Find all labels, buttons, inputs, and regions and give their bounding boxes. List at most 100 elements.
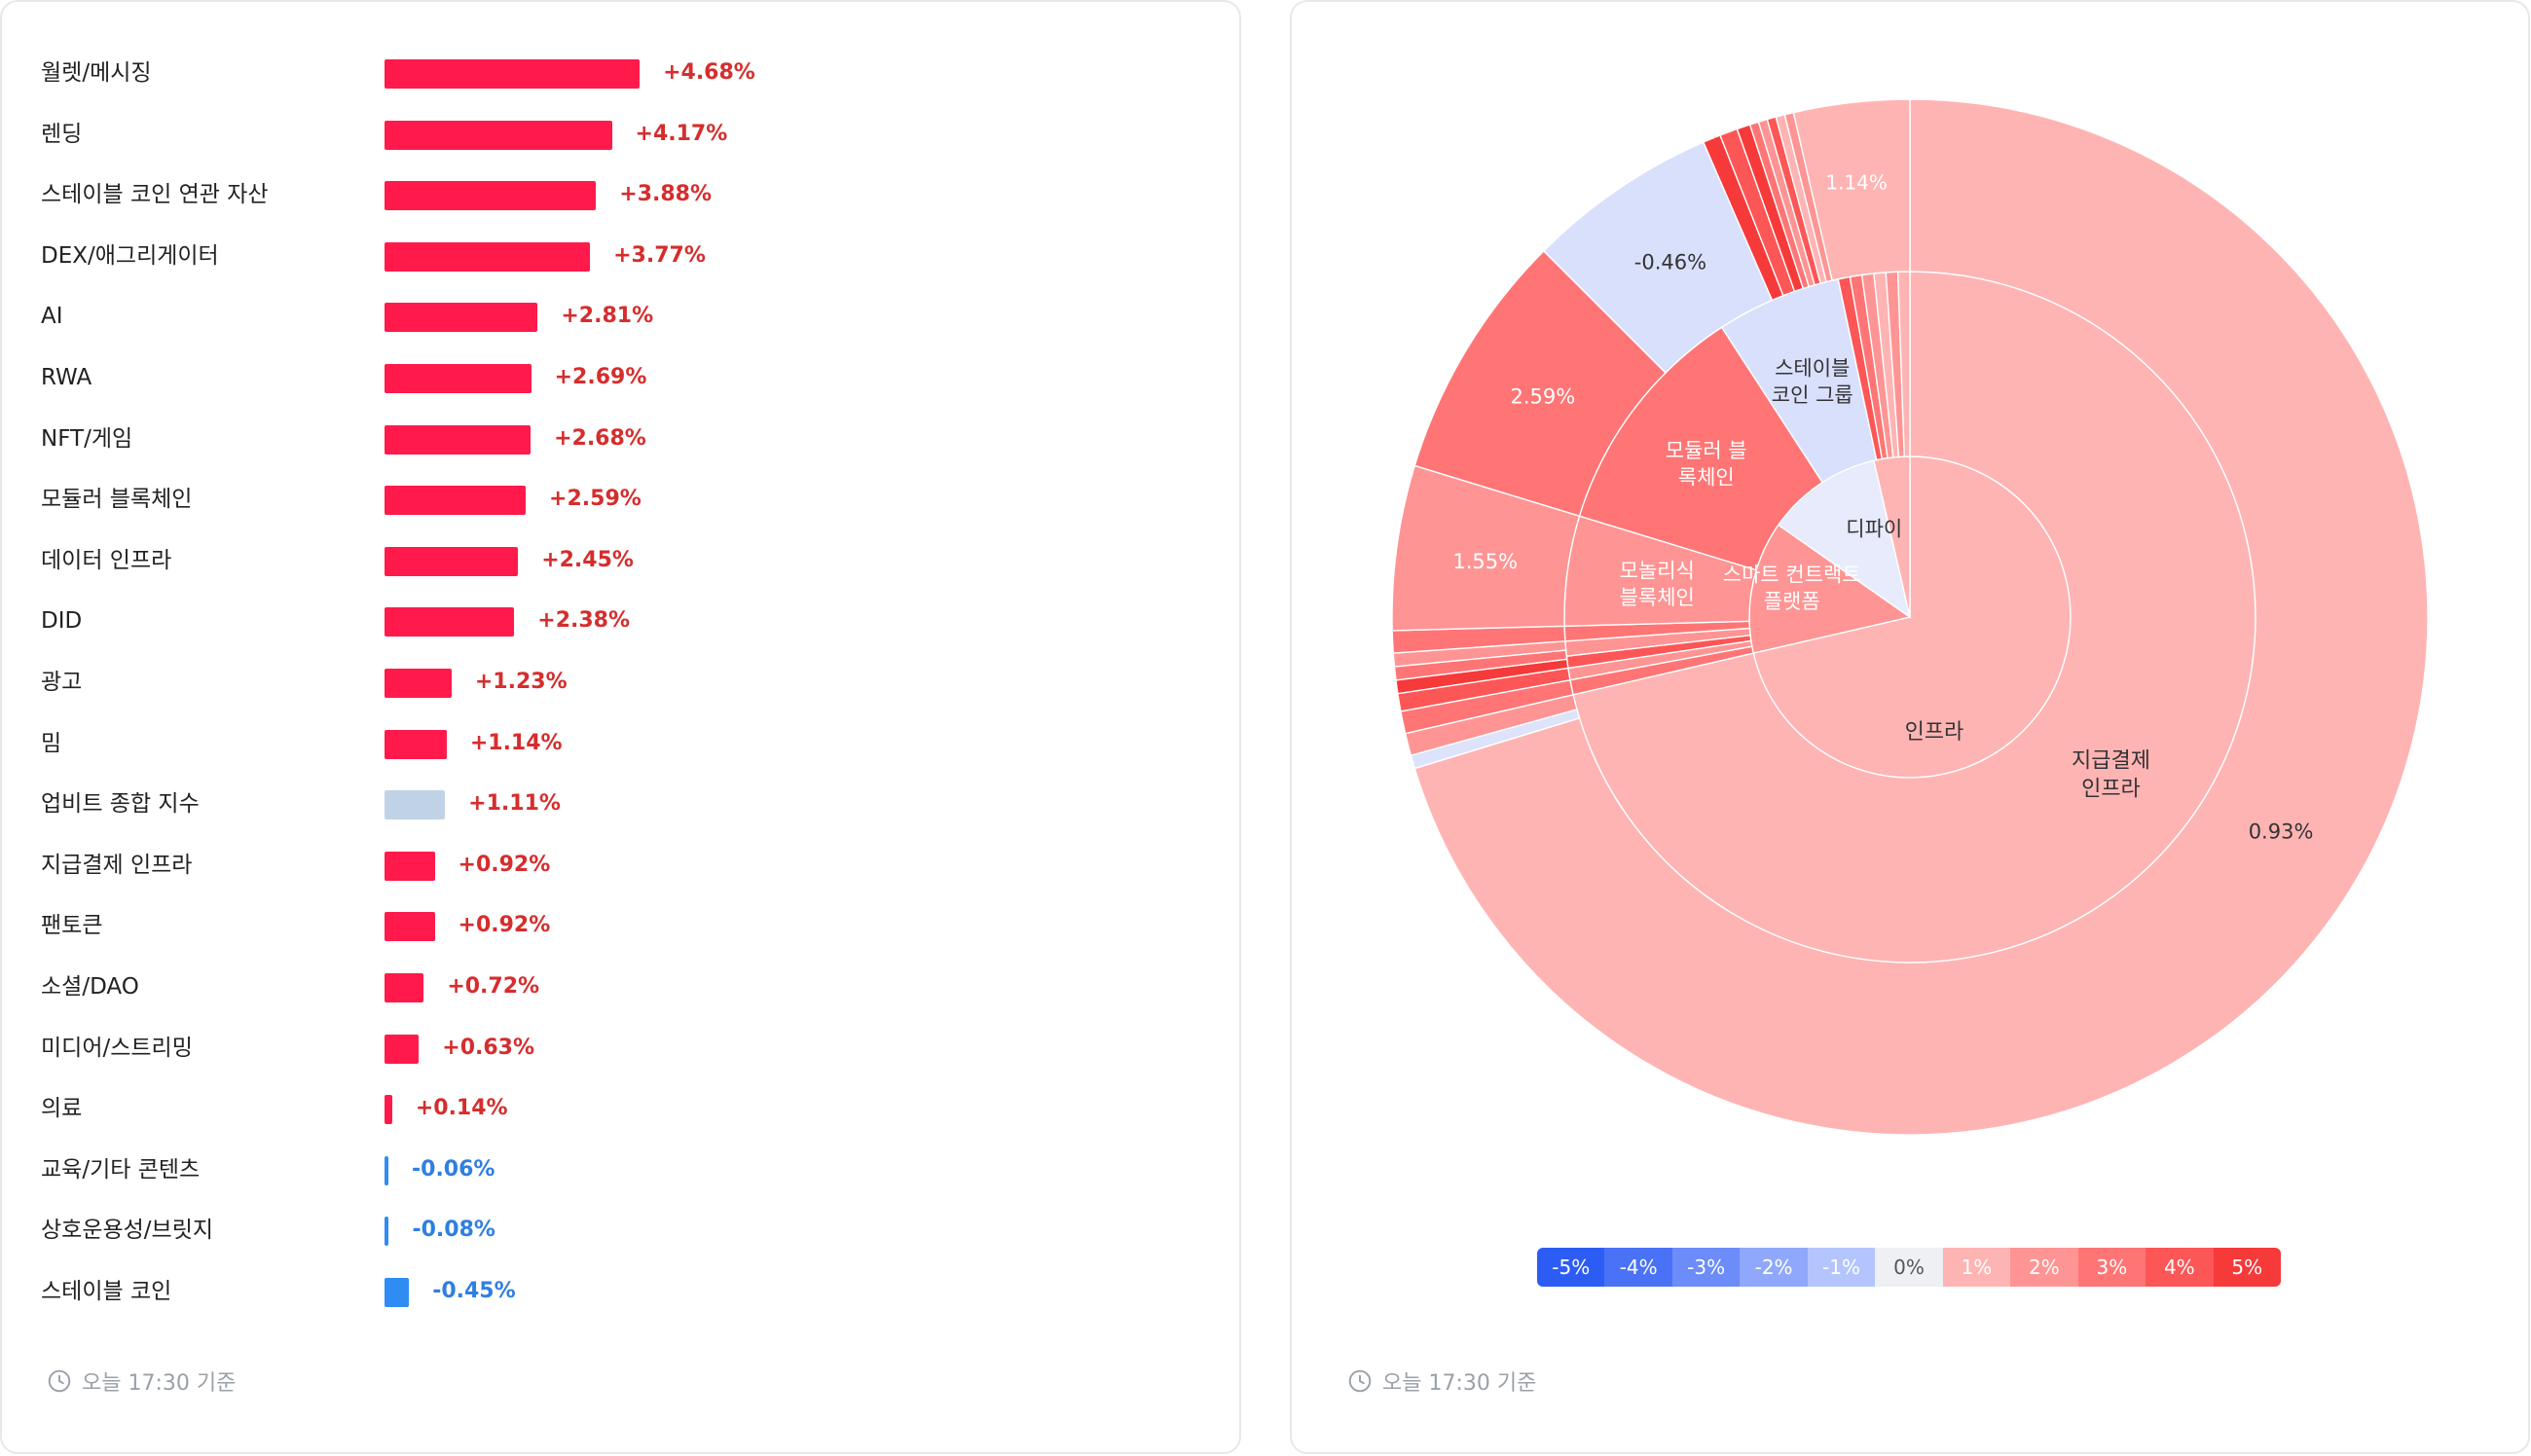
bar bbox=[385, 729, 447, 759]
timestamp-text: 오늘 17:30 기준 bbox=[82, 1371, 237, 1396]
bar-value-label: +1.23% bbox=[474, 670, 568, 694]
timestamp-footer: 오늘 17:30 기준 bbox=[1347, 1362, 1536, 1401]
color-scale-cell: 1% bbox=[1942, 1248, 2011, 1287]
bar bbox=[385, 973, 424, 1002]
color-scale-cell: 4% bbox=[2146, 1248, 2214, 1287]
bar-row[interactable]: RWA +2.69% bbox=[2, 353, 1238, 402]
bar-row[interactable]: 상호운용성/브릿지 -0.08% bbox=[2, 1206, 1238, 1255]
category-label: 광고 bbox=[41, 670, 83, 695]
bar-row[interactable]: AI +2.81% bbox=[2, 292, 1238, 341]
bar bbox=[385, 607, 515, 637]
bar-value-label: +0.72% bbox=[447, 974, 540, 999]
category-label: 데이터 인프라 bbox=[41, 547, 172, 573]
outer-label-small: 1.14% bbox=[1825, 170, 1888, 194]
category-label: 지급결제 인프라 bbox=[41, 852, 193, 878]
outer-segment-payment[interactable] bbox=[1413, 98, 2429, 1136]
category-label: 의료 bbox=[41, 1096, 83, 1122]
bar-value-label: +1.14% bbox=[469, 730, 563, 755]
category-label: DID bbox=[41, 608, 83, 635]
bar bbox=[385, 1034, 420, 1064]
middle-label-payment: 지급결제 인프라 bbox=[2072, 749, 2150, 802]
bar-row[interactable]: 모듈러 블록체인 +2.59% bbox=[2, 475, 1238, 524]
bar-value-label: +1.11% bbox=[468, 791, 561, 817]
bar-value-label: +0.92% bbox=[458, 913, 551, 938]
bar bbox=[385, 424, 532, 455]
category-label: 월렛/메시징 bbox=[41, 60, 152, 86]
color-scale-cell: 5% bbox=[2213, 1248, 2281, 1287]
clock-icon bbox=[48, 1369, 71, 1393]
bar-row[interactable]: 팬토큰 +0.92% bbox=[2, 901, 1238, 950]
bar-row[interactable]: 미디어/스트리밍 +0.63% bbox=[2, 1024, 1238, 1073]
bar bbox=[385, 59, 641, 89]
color-scale-cell: -5% bbox=[1537, 1248, 1605, 1287]
bar-row[interactable]: 스테이블 코인 연관 자산 +3.88% bbox=[2, 170, 1238, 219]
category-label: 팬토큰 bbox=[41, 913, 103, 939]
inner-label-infra: 인프라 bbox=[1905, 720, 1964, 745]
bar-row[interactable]: DID +2.38% bbox=[2, 597, 1238, 645]
bar-row[interactable]: 렌딩 +4.17% bbox=[2, 110, 1238, 159]
outer-segment-small[interactable] bbox=[1792, 98, 1911, 281]
bar bbox=[385, 364, 532, 393]
category-label: 밈 bbox=[41, 730, 62, 756]
timestamp-text: 오늘 17:30 기준 bbox=[1382, 1371, 1537, 1396]
bar-row[interactable]: 광고 +1.23% bbox=[2, 658, 1238, 707]
bar-row[interactable]: NFT/게임 +2.68% bbox=[2, 415, 1238, 463]
bar bbox=[385, 546, 519, 576]
category-label: 교육/기타 콘텐츠 bbox=[41, 1156, 201, 1183]
bar-value-label: +3.77% bbox=[613, 242, 706, 268]
bar bbox=[385, 303, 538, 333]
bar-value-label: +2.59% bbox=[549, 487, 642, 512]
inner-label-defi: 디파이 bbox=[1846, 517, 1902, 540]
color-scale-legend: -5% -4% -3% -2% -1% 0% 1% 2% 3% 4% 5% bbox=[1537, 1248, 2281, 1287]
bar bbox=[385, 241, 591, 272]
color-scale-cell: -2% bbox=[1740, 1248, 1808, 1287]
bar-value-label: +0.14% bbox=[415, 1096, 508, 1121]
bar-value-label: +2.81% bbox=[561, 304, 654, 329]
outer-label-modular: 2.59% bbox=[1510, 385, 1575, 409]
bar bbox=[385, 790, 446, 820]
color-scale-cell: 2% bbox=[2010, 1248, 2078, 1287]
middle-label-modular: 모듈러 블 록체인 bbox=[1666, 439, 1747, 489]
color-scale-cell: -4% bbox=[1604, 1248, 1672, 1287]
clock-icon bbox=[1348, 1369, 1372, 1393]
bar-row[interactable]: 데이터 인프라 +2.45% bbox=[2, 536, 1238, 585]
bar-value-label: +2.69% bbox=[554, 365, 647, 389]
bar-row[interactable]: 스테이블 코인 -0.45% bbox=[2, 1267, 1238, 1316]
bar-row[interactable]: 소셜/DAO +0.72% bbox=[2, 963, 1238, 1011]
category-label: 소셜/DAO bbox=[41, 974, 139, 1000]
bar-value-label: +4.68% bbox=[663, 60, 755, 85]
sunburst-chart-panel: 인프라 스마트 컨트랙트 플랫폼 디파이 지급결제 인프라 모놀리식 블록체인 모듈러 블 록체인… bbox=[1290, 0, 2530, 1454]
bar bbox=[385, 1095, 392, 1125]
color-scale-cell: 3% bbox=[2077, 1248, 2146, 1287]
middle-label-stablecoin: 스테이블 코인 그룹 bbox=[1772, 357, 1853, 407]
bar-row[interactable]: DEX/애그리게이터 +3.77% bbox=[2, 232, 1238, 280]
bar-value-label: +2.38% bbox=[537, 608, 631, 634]
category-label: DEX/애그리게이터 bbox=[41, 242, 219, 269]
bar-row[interactable]: 의료 +0.14% bbox=[2, 1084, 1238, 1133]
bar-value-label: +0.63% bbox=[442, 1035, 535, 1060]
bar bbox=[385, 912, 435, 942]
category-label: RWA bbox=[41, 365, 92, 390]
category-label: NFT/게임 bbox=[41, 425, 133, 452]
bar-row[interactable]: 월렛/메시징 +4.68% bbox=[2, 49, 1238, 97]
bar-row[interactable]: 밈 +1.14% bbox=[2, 719, 1238, 768]
category-label: 렌딩 bbox=[41, 121, 83, 147]
bar-value-label: +0.92% bbox=[458, 852, 551, 877]
middle-label-monolithic: 모놀리식 블록체인 bbox=[1620, 560, 1695, 609]
category-bar-chart-panel: 월렛/메시징 +4.68% 렌딩 +4.17% 스테이블 코인 연관 자산 +3.88% D… bbox=[0, 0, 1241, 1454]
bar-row[interactable]: 업비트 종합 지수 +1.11% bbox=[2, 780, 1238, 828]
color-scale-cell: -1% bbox=[1807, 1248, 1876, 1287]
color-scale-cell: -3% bbox=[1671, 1248, 1741, 1287]
bar-row[interactable]: 지급결제 인프라 +0.92% bbox=[2, 841, 1238, 890]
category-label: AI bbox=[41, 304, 63, 330]
bar-value-label: +2.68% bbox=[554, 425, 646, 451]
bar-value-label: -0.06% bbox=[412, 1156, 495, 1182]
bar-value-label: -0.08% bbox=[412, 1218, 495, 1243]
color-scale-cell: 0% bbox=[1875, 1248, 1943, 1287]
bar bbox=[385, 669, 452, 698]
bar bbox=[385, 486, 527, 516]
outer-label-monolithic: 1.55% bbox=[1452, 550, 1518, 573]
bar-row[interactable]: 교육/기타 콘텐츠 -0.06% bbox=[2, 1146, 1238, 1194]
category-label: 스테이블 코인 연관 자산 bbox=[41, 182, 269, 208]
